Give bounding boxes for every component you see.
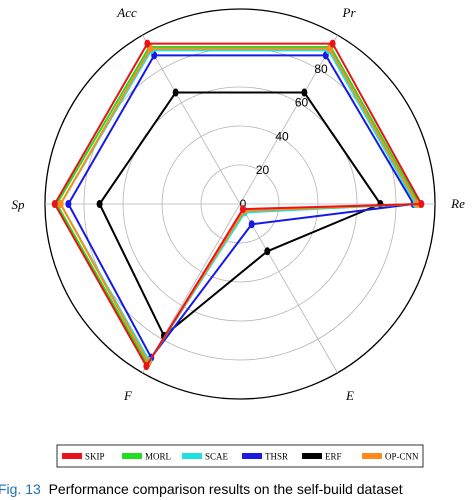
legend-label-scae: SCAE xyxy=(205,452,229,462)
radar-chart: 0 20 40 60 80 Acc Pr Re E F Sp SKIP MORL SCAE THSR ER… xyxy=(12,5,466,468)
legend-item-erf: ERF xyxy=(302,452,342,462)
series-skip xyxy=(51,39,425,371)
axis-label-acc: Acc xyxy=(116,5,137,20)
axis-labels: Acc Pr Re E F Sp xyxy=(12,5,466,403)
legend-label-erf: ERF xyxy=(325,452,342,462)
legend-swatch-morl xyxy=(122,453,142,459)
point-erf-sp xyxy=(96,200,103,208)
figure-caption: Fig. 13 Performance comparison results o… xyxy=(0,481,403,497)
axis-label-f: F xyxy=(123,388,133,403)
legend-label-morl: MORL xyxy=(145,452,171,462)
axis-label-re: Re xyxy=(450,196,465,211)
legend-label-op-cnn: OP-CNN xyxy=(385,452,419,462)
point-skip-pr xyxy=(329,39,336,48)
point-thsr-sp xyxy=(65,200,72,208)
legend-label-thsr: THSR xyxy=(265,452,288,462)
legend-item-morl: MORL xyxy=(122,452,171,462)
spoke-e xyxy=(239,203,338,374)
tick-label-60: 60 xyxy=(295,96,309,110)
legend-swatch-op-cnn xyxy=(362,453,382,459)
point-op-cnn-sp xyxy=(57,200,64,208)
caption-text: Performance comparison results on the se… xyxy=(48,481,403,497)
point-erf-acc xyxy=(172,88,179,97)
legend-item-thsr: THSR xyxy=(242,452,288,462)
legend-swatch-scae xyxy=(182,453,202,459)
point-skip-re xyxy=(418,200,425,208)
legend-swatch-skip xyxy=(62,453,82,459)
legend: SKIP MORL SCAE THSR ERF OP-CNN xyxy=(56,444,424,468)
point-erf-e xyxy=(264,247,271,256)
figure-label: Fig. 13 xyxy=(0,481,41,497)
legend-swatch-erf xyxy=(302,453,322,459)
tick-label-20: 20 xyxy=(256,163,270,177)
legend-item-op-cnn: OP-CNN xyxy=(362,452,419,462)
legend-swatch-thsr xyxy=(242,453,262,459)
spoke-pr xyxy=(239,34,338,205)
point-skip-acc xyxy=(144,39,151,48)
legend-box xyxy=(56,444,424,468)
tick-label-0: 0 xyxy=(240,197,247,211)
legend-label-skip: SKIP xyxy=(85,452,105,462)
point-skip-f xyxy=(143,362,150,371)
axis-label-sp: Sp xyxy=(12,197,26,212)
point-thsr-e xyxy=(248,220,255,229)
point-skip-e xyxy=(239,205,246,214)
legend-item-scae: SCAE xyxy=(182,452,229,462)
tick-label-80: 80 xyxy=(314,62,328,76)
point-skip-sp xyxy=(51,200,58,208)
point-erf-pr xyxy=(301,88,308,97)
axis-label-e: E xyxy=(345,388,354,403)
radial-tick-labels: 0 20 40 60 80 xyxy=(240,62,328,211)
legend-item-skip: SKIP xyxy=(62,452,105,462)
tick-label-40: 40 xyxy=(275,129,289,143)
spoke-acc xyxy=(142,34,241,205)
data-series xyxy=(51,39,425,371)
axis-label-pr: Pr xyxy=(342,5,357,20)
